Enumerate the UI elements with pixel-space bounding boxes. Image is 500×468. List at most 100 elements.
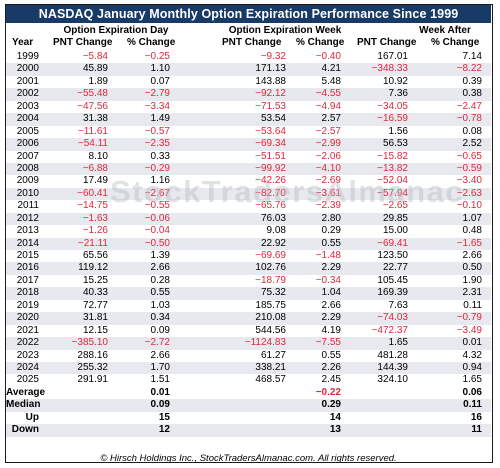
summary-row: Average 0.01 −0.22 0.06 <box>6 387 491 399</box>
summary-day-value: 12 <box>158 424 170 436</box>
week-pnt-cell: 53.54 <box>260 113 286 125</box>
summary-week-value: −0.22 <box>315 386 341 398</box>
day-pct-cell: 2.66 <box>150 262 170 274</box>
day-pnt-cell: −11.61 <box>77 125 108 137</box>
week-pct-cell: 2.26 <box>321 361 341 373</box>
week-pnt-cell: −69.69 <box>255 250 286 261</box>
day-pct-cell: −3.34 <box>144 100 170 112</box>
after-pnt-cell: 7.63 <box>388 299 408 311</box>
after-pnt-cell: −472.37 <box>371 324 408 336</box>
table-row: 2003 −47.56 −3.34 −71.53 −4.94 −34.05 −2.47 <box>6 101 491 113</box>
header-week-pnt-change: PNT Change <box>222 37 282 48</box>
header-group-expiration-week: Option Expiration Week <box>228 25 342 36</box>
header-week-pct-change: % Change <box>296 37 345 48</box>
year-cell: 2000 <box>16 63 39 75</box>
after-pnt-cell: 29.85 <box>382 212 408 224</box>
day-pct-cell: 1.51 <box>150 374 170 386</box>
week-pct-cell: 2.29 <box>321 312 341 324</box>
summary-label: Median <box>6 399 41 411</box>
day-pct-cell: −2.72 <box>144 337 170 349</box>
after-pnt-cell: −52.04 <box>377 175 408 187</box>
after-pnt-cell: 7.36 <box>388 88 408 100</box>
after-pnt-cell: 324.10 <box>377 374 408 386</box>
week-pct-cell: 1.04 <box>321 287 341 299</box>
year-cell: 2022 <box>16 337 39 349</box>
year-cell: 2013 <box>16 225 39 237</box>
day-pct-cell: −0.06 <box>144 212 170 224</box>
day-pct-cell: 0.28 <box>150 274 170 286</box>
table-row: 2006 −54.11 −2.35 −69.34 −2.99 56.53 2.52 <box>6 138 491 151</box>
week-pct-cell: 4.21 <box>321 63 341 75</box>
week-pct-cell: −1.48 <box>315 250 341 261</box>
week-pnt-cell: −9.32 <box>260 51 286 62</box>
year-cell: 2006 <box>16 138 39 150</box>
after-pct-cell: −2.47 <box>456 100 482 112</box>
day-pct-cell: 0.33 <box>150 150 170 162</box>
year-cell: 2015 <box>16 250 39 261</box>
day-pnt-cell: 31.81 <box>82 312 108 324</box>
week-pct-cell: −4.55 <box>315 88 341 100</box>
after-pnt-cell: −16.59 <box>377 113 408 125</box>
year-cell: 2007 <box>16 150 39 162</box>
header-group-week-after: Week After <box>419 25 471 36</box>
day-pct-cell: −0.04 <box>144 225 170 237</box>
data-table: 1999 −5.84 −0.25 −9.32 −0.40 167.01 7.14 2000 45… <box>6 51 491 437</box>
week-pnt-cell: 468.57 <box>255 374 286 386</box>
after-pct-cell: 0.39 <box>462 75 482 87</box>
week-pct-cell: −2.69 <box>315 175 341 187</box>
day-pct-cell: −0.55 <box>144 200 170 212</box>
day-pct-cell: 1.16 <box>150 175 170 187</box>
day-pnt-cell: 119.12 <box>78 262 108 274</box>
after-pct-cell: 0.38 <box>462 88 482 100</box>
table-row: 2010 −60.41 −2.67 −82.70 −3.61 −57.94 −2.63 <box>6 187 491 201</box>
day-pct-cell: 0.09 <box>150 324 170 336</box>
day-pnt-cell: −21.11 <box>77 237 108 249</box>
week-pnt-cell: 102.76 <box>255 262 286 274</box>
week-pnt-cell: −51.51 <box>255 150 286 162</box>
week-pnt-cell: 9.08 <box>266 225 286 237</box>
day-pct-cell: −2.67 <box>144 187 170 199</box>
day-pnt-cell: −55.48 <box>77 88 108 100</box>
after-pnt-cell: −15.82 <box>377 150 408 162</box>
after-pnt-cell: 56.53 <box>382 138 408 150</box>
summary-row: Up 15 14 16 <box>6 412 491 424</box>
day-pct-cell: −0.57 <box>144 125 170 137</box>
table-row: 2004 31.38 1.49 53.54 2.57 −16.59 −0.78 <box>6 113 491 126</box>
table-row: 2022 −385.10 −2.72 −1124.83 −7.55 1.65 0.01 <box>6 337 491 350</box>
week-pnt-cell: −42.26 <box>255 175 286 187</box>
after-pnt-cell: 1.65 <box>388 337 408 349</box>
week-pct-cell: 0.55 <box>321 349 341 361</box>
day-pnt-cell: −14.75 <box>77 200 108 212</box>
year-cell: 2021 <box>16 324 39 336</box>
year-cell: 2011 <box>17 200 39 212</box>
week-pct-cell: −0.40 <box>315 51 341 62</box>
week-pct-cell: −2.57 <box>315 125 341 137</box>
day-pnt-cell: −6.88 <box>82 162 108 174</box>
week-pct-cell: −2.39 <box>315 200 341 212</box>
week-pnt-cell: 171.13 <box>255 63 286 75</box>
year-cell: 2012 <box>16 212 39 224</box>
day-pct-cell: 1.39 <box>150 250 170 261</box>
year-cell: 2019 <box>16 299 39 311</box>
after-pnt-cell: −34.05 <box>377 100 408 112</box>
year-cell: 2024 <box>16 361 39 373</box>
table-title: NASDAQ January Monthly Option Expiration… <box>6 5 491 23</box>
after-pct-cell: 2.31 <box>462 287 482 299</box>
day-pnt-cell: 15.25 <box>82 274 108 286</box>
header-day-pnt-change: PNT Change <box>53 37 113 48</box>
year-cell: 2004 <box>16 113 39 125</box>
table-row: 2013 −1.26 −0.04 9.08 0.29 15.00 0.48 <box>6 225 491 237</box>
week-pnt-cell: 210.08 <box>255 312 286 324</box>
after-pct-cell: −3.40 <box>456 175 482 187</box>
table-row: 2017 15.25 0.28 −18.79 −0.34 105.45 1.90 <box>6 275 491 287</box>
table-row: 2012 −1.63 −0.06 76.03 2.80 29.85 1.07 <box>6 212 491 226</box>
week-pct-cell: 5.48 <box>321 75 341 87</box>
day-pnt-cell: −1.26 <box>82 225 108 237</box>
after-pnt-cell: −2.65 <box>382 200 408 212</box>
week-pnt-cell: 61.27 <box>260 349 286 361</box>
after-pct-cell: 0.94 <box>462 361 482 373</box>
week-pnt-cell: 22.92 <box>260 237 286 249</box>
table-row: 2005 −11.61 −0.57 −53.64 −2.57 1.56 0.08 <box>6 126 491 138</box>
after-pct-cell: −1.65 <box>456 237 482 249</box>
after-pct-cell: 0.08 <box>462 125 482 137</box>
